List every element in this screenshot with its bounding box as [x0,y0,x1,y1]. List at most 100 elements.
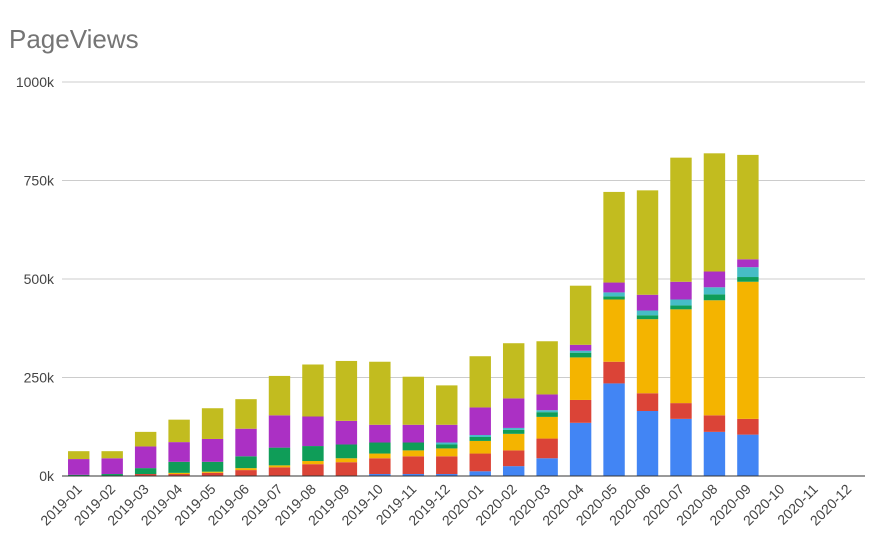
bar-segment [436,444,458,449]
bar-segment [201,461,224,472]
bar-segment [603,361,625,384]
bar-segment [603,299,625,362]
bar-segment [569,352,592,358]
bar-segment [569,357,592,400]
bar-segment [268,415,291,448]
bar-segment [302,461,324,465]
bar-segment [469,407,491,436]
bar-segment [502,343,525,399]
bar-segment [201,438,224,462]
bar-segment [536,416,558,439]
bar-segment [268,465,291,468]
bar-segment [603,191,625,283]
bar-segment [737,281,759,419]
bar-segment [469,440,491,454]
bar-segment [536,412,558,417]
bar-segment [536,410,558,413]
bar-segment [101,474,123,476]
bar-segment [436,424,458,443]
bar-segment [235,470,257,476]
y-tick-label: 1000k [16,74,55,90]
bar-segment [369,453,391,459]
bar-segment [469,436,491,441]
bar-segment [402,474,425,476]
bar-segment [670,403,692,419]
bar-segment [703,287,726,295]
bar-segment [369,424,391,443]
bar-segment [302,416,324,447]
bar-segment [636,410,659,476]
bar-segment [302,464,324,476]
bar-segment [235,456,257,469]
bar-segment [168,461,190,473]
bar-segment [335,462,358,476]
bar-segment [636,393,659,411]
bar-segment [101,451,123,459]
bar-segment [636,319,659,394]
bar-segment [469,356,491,408]
bar-segment [569,399,592,423]
bar-segment [636,310,659,316]
bar-segment [502,427,525,430]
bar-segment [603,282,625,293]
bar-segment [335,444,358,459]
bar-segment [670,281,692,300]
bar-segment [335,458,358,463]
bar-segment [436,385,458,425]
bar-segment [369,442,391,454]
bar-segment [603,383,625,476]
bar-segment [268,375,291,416]
bar-segment [536,341,558,395]
bar-segment [737,418,759,435]
bar-segment [235,428,257,457]
bar-segment [703,415,726,432]
bar-segment [603,296,625,300]
bar-segment [168,474,190,476]
bar-segment [134,431,157,447]
bar-segment [737,259,759,268]
bar-segment [402,450,425,457]
bar-segment [536,458,558,476]
bar-segment [369,458,391,475]
bar-segment [268,447,291,466]
bar-segment [134,468,157,475]
bar-segment [502,466,525,476]
bar-segment [201,471,224,473]
bar-segment [168,442,190,462]
bar-segment [703,153,726,272]
bar-segment [436,448,458,457]
bar-segment [636,190,659,295]
bar-segment [436,474,458,476]
bar-segment [235,399,257,429]
y-tick-label: 250k [24,370,55,386]
bar-segment [469,453,491,472]
bar-segment [68,451,90,460]
bar-segment [703,431,726,476]
bar-segment [268,467,291,476]
bar-segment [703,271,726,288]
bar-segment [134,474,157,476]
bar-segment [737,277,759,282]
bar-segment [569,344,592,351]
bar-segment [402,456,425,475]
y-tick-label: 750k [24,173,55,189]
chart-title: PageViews [9,24,139,54]
bar-segment [469,471,491,476]
bar-segment [603,292,625,297]
bar-segment [201,408,224,439]
bar-segment [569,285,592,345]
bar-segment [402,424,425,443]
bar-segment [201,472,224,476]
bar-segment [402,376,425,425]
bar-segment [569,350,592,353]
bar-segment [536,394,558,411]
bar-segment [670,309,692,404]
bar-segment [502,429,525,434]
bar-segment [636,294,659,311]
bar-segment [68,474,90,476]
y-tick-label: 500k [24,271,55,287]
bar-segment [369,474,391,476]
bar-segment [502,433,525,451]
bar-segment [302,446,324,462]
